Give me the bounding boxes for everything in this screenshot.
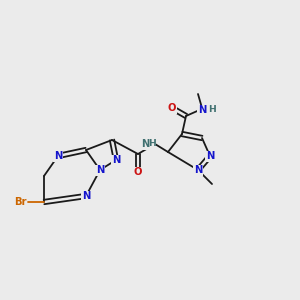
Text: N: N xyxy=(194,165,202,175)
Text: N: N xyxy=(112,155,120,165)
Text: Br: Br xyxy=(14,197,26,207)
Text: N: N xyxy=(82,191,90,201)
Text: N: N xyxy=(198,105,206,115)
Text: H: H xyxy=(148,140,156,148)
Text: N: N xyxy=(141,139,149,149)
Text: N: N xyxy=(54,151,62,161)
Text: N: N xyxy=(206,151,214,161)
Text: H: H xyxy=(208,106,216,115)
Text: O: O xyxy=(134,167,142,177)
Text: O: O xyxy=(168,103,176,113)
Text: N: N xyxy=(96,165,104,175)
